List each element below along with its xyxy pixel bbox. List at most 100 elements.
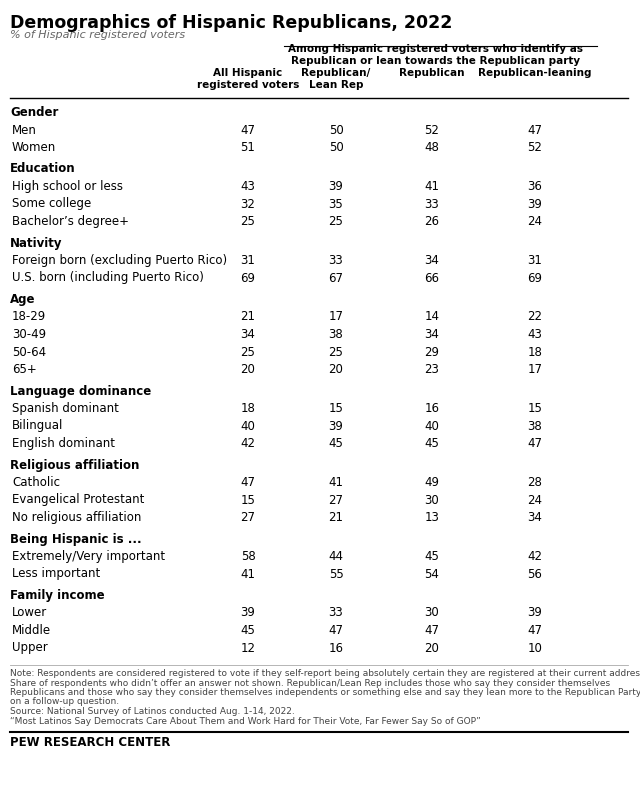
Text: Bilingual: Bilingual (12, 420, 63, 433)
Text: 10: 10 (527, 642, 543, 654)
Text: Middle: Middle (12, 624, 51, 637)
Text: 27: 27 (328, 494, 344, 507)
Text: 39: 39 (241, 607, 255, 620)
Text: 18: 18 (527, 345, 543, 358)
Text: 20: 20 (424, 642, 440, 654)
Text: 47: 47 (527, 437, 543, 450)
Text: 24: 24 (527, 215, 543, 228)
Text: No religious affiliation: No religious affiliation (12, 511, 141, 524)
Text: 38: 38 (527, 420, 542, 433)
Text: All Hispanic
registered voters: All Hispanic registered voters (197, 68, 299, 90)
Text: Catholic: Catholic (12, 476, 60, 489)
Text: 52: 52 (424, 123, 440, 136)
Text: 45: 45 (424, 437, 440, 450)
Text: 42: 42 (527, 550, 543, 563)
Text: 45: 45 (241, 624, 255, 637)
Text: 25: 25 (328, 215, 344, 228)
Text: 41: 41 (241, 567, 255, 580)
Text: 47: 47 (424, 624, 440, 637)
Text: 30-49: 30-49 (12, 328, 46, 341)
Text: 56: 56 (527, 567, 543, 580)
Text: 24: 24 (527, 494, 543, 507)
Text: 47: 47 (241, 476, 255, 489)
Text: 54: 54 (424, 567, 440, 580)
Text: Nativity: Nativity (10, 236, 63, 249)
Text: 51: 51 (241, 141, 255, 154)
Text: Less important: Less important (12, 567, 100, 580)
Text: 16: 16 (424, 402, 440, 415)
Text: High school or less: High school or less (12, 180, 123, 193)
Text: 23: 23 (424, 363, 440, 376)
Text: 39: 39 (328, 420, 344, 433)
Text: 47: 47 (527, 624, 543, 637)
Text: 34: 34 (424, 328, 440, 341)
Text: Family income: Family income (10, 589, 104, 602)
Text: 67: 67 (328, 271, 344, 285)
Text: PEW RESEARCH CENTER: PEW RESEARCH CENTER (10, 736, 170, 749)
Text: 34: 34 (527, 511, 543, 524)
Text: “Most Latinos Say Democrats Care About Them and Work Hard for Their Vote, Far Fe: “Most Latinos Say Democrats Care About T… (10, 717, 481, 725)
Text: Evangelical Protestant: Evangelical Protestant (12, 494, 145, 507)
Text: 47: 47 (241, 123, 255, 136)
Text: 43: 43 (527, 328, 543, 341)
Text: Language dominance: Language dominance (10, 384, 151, 398)
Text: U.S. born (including Puerto Rico): U.S. born (including Puerto Rico) (12, 271, 204, 285)
Text: 20: 20 (241, 363, 255, 376)
Text: 17: 17 (328, 311, 344, 324)
Text: 41: 41 (424, 180, 440, 193)
Text: 39: 39 (328, 180, 344, 193)
Text: 27: 27 (241, 511, 255, 524)
Text: 47: 47 (328, 624, 344, 637)
Text: 25: 25 (328, 345, 344, 358)
Text: 15: 15 (527, 402, 543, 415)
Text: 31: 31 (527, 254, 543, 267)
Text: 40: 40 (424, 420, 440, 433)
Text: 15: 15 (328, 402, 344, 415)
Text: 34: 34 (424, 254, 440, 267)
Text: 33: 33 (328, 607, 344, 620)
Text: Republicans and those who say they consider themselves independents or something: Republicans and those who say they consi… (10, 688, 640, 697)
Text: 15: 15 (241, 494, 255, 507)
Text: 50-64: 50-64 (12, 345, 46, 358)
Text: Bachelor’s degree+: Bachelor’s degree+ (12, 215, 129, 228)
Text: 45: 45 (424, 550, 440, 563)
Text: 34: 34 (241, 328, 255, 341)
Text: 40: 40 (241, 420, 255, 433)
Text: 31: 31 (241, 254, 255, 267)
Text: Republican: Republican (399, 68, 465, 78)
Text: 32: 32 (241, 198, 255, 211)
Text: 18-29: 18-29 (12, 311, 46, 324)
Text: English dominant: English dominant (12, 437, 115, 450)
Text: Source: National Survey of Latinos conducted Aug. 1-14, 2022.: Source: National Survey of Latinos condu… (10, 707, 295, 716)
Text: Foreign born (excluding Puerto Rico): Foreign born (excluding Puerto Rico) (12, 254, 227, 267)
Text: 50: 50 (328, 141, 344, 154)
Text: % of Hispanic registered voters: % of Hispanic registered voters (10, 30, 185, 40)
Text: 25: 25 (241, 215, 255, 228)
Text: Lower: Lower (12, 607, 47, 620)
Text: 28: 28 (527, 476, 543, 489)
Text: 39: 39 (527, 607, 543, 620)
Text: 12: 12 (241, 642, 255, 654)
Text: 69: 69 (241, 271, 255, 285)
Text: Women: Women (12, 141, 56, 154)
Text: Spanish dominant: Spanish dominant (12, 402, 119, 415)
Text: 13: 13 (424, 511, 440, 524)
Text: 47: 47 (527, 123, 543, 136)
Text: Gender: Gender (10, 106, 58, 119)
Text: 39: 39 (527, 198, 543, 211)
Text: 45: 45 (328, 437, 344, 450)
Text: 69: 69 (527, 271, 543, 285)
Text: 36: 36 (527, 180, 543, 193)
Text: Education: Education (10, 162, 76, 175)
Text: 66: 66 (424, 271, 440, 285)
Text: 30: 30 (424, 607, 440, 620)
Text: Religious affiliation: Religious affiliation (10, 458, 140, 471)
Text: 22: 22 (527, 311, 543, 324)
Text: 20: 20 (328, 363, 344, 376)
Text: Men: Men (12, 123, 37, 136)
Text: 16: 16 (328, 642, 344, 654)
Text: 44: 44 (328, 550, 344, 563)
Text: 14: 14 (424, 311, 440, 324)
Text: Upper: Upper (12, 642, 48, 654)
Text: Republican-leaning: Republican-leaning (478, 68, 592, 78)
